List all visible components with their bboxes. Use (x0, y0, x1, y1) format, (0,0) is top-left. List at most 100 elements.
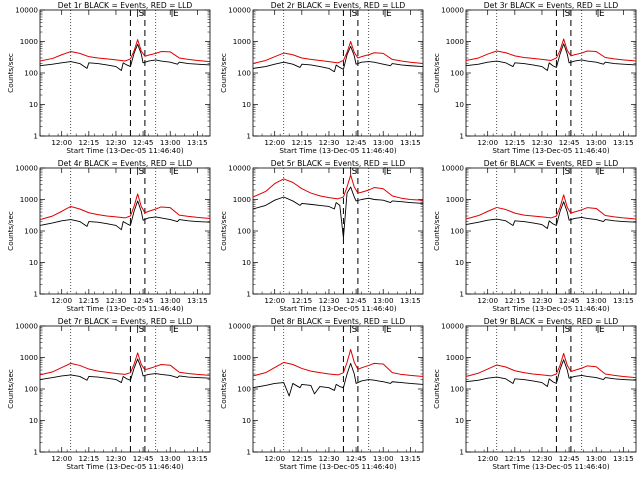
x-tick-label: 12:30 (532, 296, 553, 305)
x-tick-label: 13:00 (586, 454, 607, 463)
x-tick-label: 12:15 (78, 296, 99, 305)
x-axis-label: Start Time (13-Dec-05 11:46:40) (492, 462, 609, 471)
event-marker-label: S (565, 9, 571, 19)
x-tick-label: 12:30 (532, 138, 553, 147)
y-tick-label: 10000 (228, 322, 251, 331)
lld-series-line (39, 193, 211, 221)
x-tick-label: 12:45 (559, 454, 580, 463)
plot-frame (465, 325, 637, 453)
y-axis-label: Counts/sec (219, 53, 228, 93)
y-tick-label: 100 (24, 69, 38, 78)
x-axis-label: Start Time (13-Dec-05 11:46:40) (279, 304, 396, 313)
panel-title: Det 1r BLACK = Events, RED = LLD (58, 1, 193, 10)
y-tick-label: 10 (242, 258, 252, 267)
y-tick-label: 1 (246, 132, 251, 141)
plot-frame (465, 167, 637, 295)
plot-frame (465, 9, 637, 137)
y-tick-label: 10 (242, 416, 252, 425)
x-tick-label: 12:15 (291, 296, 312, 305)
x-tick-label: 12:00 (477, 138, 498, 147)
event-marker-label: S (565, 167, 571, 177)
event-marker-label: E (173, 325, 179, 335)
y-axis-label: Counts/sec (6, 211, 15, 251)
y-tick-label: 1 (33, 448, 38, 457)
x-tick-label: 12:45 (346, 296, 367, 305)
y-tick-label: 1 (459, 290, 464, 299)
event-marker-label: S (565, 325, 571, 335)
panel-title: Det 8r BLACK = Events, RED = LLD (271, 317, 406, 326)
x-tick-label: 13:00 (373, 296, 394, 305)
x-tick-label: 12:45 (346, 138, 367, 147)
events-series-line (39, 43, 211, 71)
y-tick-label: 1000 (233, 195, 252, 204)
x-tick-label: 13:00 (373, 138, 394, 147)
plot-frame (39, 325, 211, 453)
y-tick-label: 100 (237, 69, 251, 78)
x-tick-label: 13:00 (586, 296, 607, 305)
y-axis-label: Counts/sec (219, 369, 228, 409)
event-marker-label: S (139, 167, 145, 177)
x-tick-label: 13:15 (400, 138, 421, 147)
events-series-line (465, 201, 637, 229)
y-axis-label: Counts/sec (432, 53, 441, 93)
x-tick-label: 12:00 (51, 454, 72, 463)
x-tick-label: 13:15 (187, 454, 208, 463)
x-axis-label: Start Time (13-Dec-05 11:46:40) (279, 146, 396, 155)
x-tick-label: 12:45 (559, 296, 580, 305)
lld-series-line (465, 352, 637, 379)
y-axis-label: Counts/sec (219, 211, 228, 251)
y-tick-label: 10000 (441, 322, 464, 331)
event-marker-label: E (599, 9, 605, 19)
x-tick-label: 12:00 (477, 296, 498, 305)
panel-title: Det 4r BLACK = Events, RED = LLD (58, 159, 193, 168)
plot-frame (252, 167, 424, 295)
events-series-line (252, 186, 424, 239)
x-axis-label: Start Time (13-Dec-05 11:46:40) (279, 462, 396, 471)
y-tick-label: 1000 (233, 353, 252, 362)
y-tick-label: 100 (237, 227, 251, 236)
y-tick-label: 100 (450, 227, 464, 236)
lld-series-line (39, 39, 211, 63)
y-tick-label: 10000 (15, 322, 38, 331)
lld-series-line (252, 174, 424, 201)
lld-series-line (465, 38, 637, 62)
event-marker-label: E (386, 9, 392, 19)
y-tick-label: 1 (33, 290, 38, 299)
x-axis-label: Start Time (13-Dec-05 11:46:40) (66, 462, 183, 471)
y-tick-label: 10 (29, 258, 39, 267)
events-series-line (39, 358, 211, 384)
y-tick-label: 100 (450, 69, 464, 78)
event-marker-label: S (352, 325, 358, 335)
event-marker-label: E (173, 167, 179, 177)
y-tick-label: 100 (24, 385, 38, 394)
plot-frame (39, 9, 211, 137)
x-tick-label: 12:45 (133, 296, 154, 305)
y-tick-label: 1 (33, 132, 38, 141)
event-marker-label: S (352, 167, 358, 177)
x-tick-label: 13:00 (160, 454, 181, 463)
events-series-line (252, 45, 424, 73)
events-series-line (252, 362, 424, 397)
y-axis-label: Counts/sec (432, 211, 441, 251)
panel-title: Det 2r BLACK = Events, RED = LLD (271, 1, 406, 10)
x-tick-label: 12:30 (532, 454, 553, 463)
y-tick-label: 10000 (228, 6, 251, 15)
event-marker-label: E (173, 9, 179, 19)
x-tick-label: 12:00 (477, 454, 498, 463)
x-tick-label: 12:00 (264, 138, 285, 147)
plot-frame (252, 9, 424, 137)
y-tick-label: 10 (455, 258, 465, 267)
y-tick-label: 100 (237, 385, 251, 394)
x-axis-label: Start Time (13-Dec-05 11:46:40) (492, 304, 609, 313)
x-tick-label: 12:30 (319, 138, 340, 147)
x-tick-label: 12:30 (106, 138, 127, 147)
panel-title: Det 6r BLACK = Events, RED = LLD (484, 159, 619, 168)
event-marker-label: S (139, 325, 145, 335)
y-tick-label: 10000 (228, 164, 251, 173)
x-tick-label: 12:00 (51, 138, 72, 147)
